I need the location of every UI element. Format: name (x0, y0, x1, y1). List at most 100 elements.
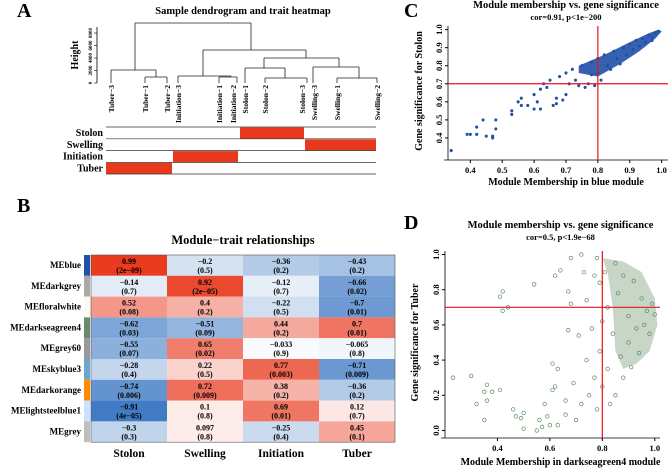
data-point (652, 312, 657, 317)
y-axis-label: Gene significance for Tuber (410, 283, 421, 401)
cell-correlation: −0.065 (346, 340, 369, 349)
data-point (449, 149, 453, 153)
cell-correlation: −0.3 (122, 423, 137, 432)
cell-correlation: −0.22 (272, 299, 291, 308)
data-point (653, 31, 657, 35)
cell-correlation: 0.12 (350, 403, 364, 412)
data-point (538, 87, 543, 91)
dense-point-cloud (602, 258, 658, 369)
cell-pvalue: (2e−05) (192, 287, 218, 296)
leaf-label: Stolon−2 (261, 85, 270, 114)
data-point (621, 273, 626, 278)
cell-pvalue: (0.7) (349, 412, 365, 421)
heatmap-cell (243, 296, 319, 318)
data-point (475, 132, 479, 136)
x-tick-label: 0.6 (545, 443, 556, 453)
data-point (484, 134, 488, 138)
heatmap-cell (243, 379, 319, 401)
cell-pvalue: (0.4) (121, 370, 137, 379)
y-tick-label: 8000 (89, 28, 94, 39)
heatmap-cell (167, 421, 243, 443)
data-point (500, 289, 505, 294)
cell-correlation: 0.22 (198, 361, 212, 370)
data-point (579, 401, 584, 407)
y-tick-label: 0.6 (431, 320, 441, 331)
module-label: MElightsteelblue1 (11, 406, 81, 416)
heatmap-cell (167, 400, 243, 422)
data-point (637, 44, 641, 48)
module-label: MEdarkorange (22, 385, 82, 395)
cell-pvalue: (0.03) (119, 328, 139, 337)
data-point (605, 366, 610, 372)
data-point (571, 380, 576, 386)
data-point (490, 389, 495, 394)
scatter-panel-d: Module membership vs. gene significancec… (410, 220, 661, 468)
cell-correlation: 0.097 (196, 423, 214, 432)
dendrogram-title: Sample dendrogram and trait heatmap (155, 6, 331, 17)
cell-correlation: −0.91 (120, 403, 139, 412)
module-label: MEdarkseagreen4 (10, 322, 81, 332)
y-tick-label: 4000 (89, 53, 94, 64)
heatmap-border (90, 254, 396, 443)
y-tick-label: 6000 (89, 40, 94, 51)
data-point (580, 64, 584, 68)
data-point (554, 96, 558, 100)
data-point (538, 107, 543, 111)
data-point (650, 38, 654, 42)
cell-pvalue: (2e−09) (116, 266, 142, 275)
cell-pvalue: (0.009) (345, 370, 369, 379)
data-point (647, 331, 652, 336)
x-tick-label: 0.8 (597, 443, 608, 453)
data-point (577, 84, 581, 88)
cell-correlation: −0.36 (348, 382, 367, 391)
data-point (551, 103, 555, 107)
dendrogram-panel: Sample dendrogram and trait heatmap Heig… (63, 6, 382, 174)
y-tick-label: 2000 (89, 65, 94, 76)
data-point (612, 49, 616, 53)
cell-pvalue: (0.5) (197, 370, 213, 379)
data-point (583, 85, 587, 89)
cell-pvalue: (0.8) (197, 412, 213, 421)
data-point (550, 387, 555, 393)
cell-correlation: 0.45 (350, 423, 364, 432)
data-point (634, 38, 638, 42)
module-label: MEdarkgrey (31, 281, 81, 291)
heatmap-cell (319, 379, 395, 401)
heatmap-cell (91, 421, 167, 443)
heatmap-cell (167, 379, 243, 401)
data-point (474, 401, 479, 407)
data-point (576, 333, 581, 338)
data-point (564, 71, 568, 75)
data-point (626, 313, 631, 319)
y-tick-label: 0.7 (434, 78, 444, 89)
data-point (532, 93, 536, 97)
data-point (570, 67, 574, 71)
scatter-panel-c: Module membership vs. gene significancec… (414, 0, 668, 188)
y-tick-label: 0.8 (434, 60, 444, 71)
data-point (552, 384, 558, 389)
heatmap-panel: Module−trait relationships MEblue 0.99(2e… (10, 233, 396, 460)
data-point (465, 132, 469, 136)
cell-pvalue: (0.2) (197, 308, 213, 317)
data-point (511, 407, 516, 412)
trait-bar-swelling (305, 139, 376, 151)
cell-pvalue: (0.07) (119, 349, 139, 358)
cell-pvalue: (4e−05) (116, 412, 142, 421)
cell-correlation: 0.1 (200, 403, 210, 412)
data-point (558, 75, 562, 79)
x-tick-label: 0.8 (593, 165, 604, 175)
y-axis-label: Gene significance for Stolon (414, 31, 425, 151)
x-tick-label: 0.4 (492, 443, 503, 453)
data-point (469, 373, 474, 379)
module-color-swatch (84, 379, 90, 401)
data-point (573, 78, 578, 82)
data-point (618, 62, 622, 66)
heatmap-cell (91, 275, 167, 297)
cell-correlation: −0.2 (198, 257, 213, 266)
cell-pvalue: (0.01) (271, 412, 291, 421)
data-point (563, 398, 568, 403)
data-point (629, 364, 634, 370)
module-label: MEblue (50, 260, 81, 270)
data-point (642, 322, 647, 328)
